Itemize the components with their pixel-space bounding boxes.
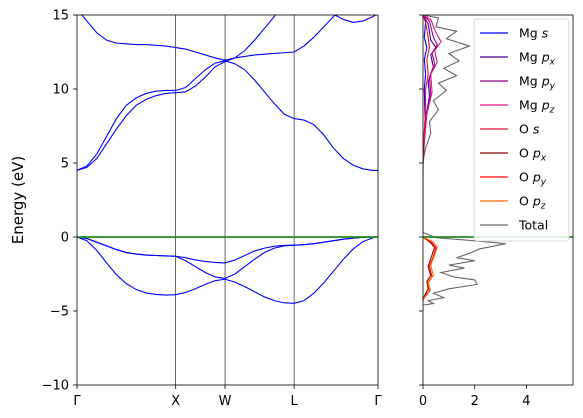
x-tick-label: W <box>219 394 232 409</box>
y-tick-label: 15 <box>52 9 69 24</box>
y-tick-label: −5 <box>50 305 69 320</box>
dos-x-axis-ticks: 0 2 4 <box>419 385 531 409</box>
dos-curve <box>423 15 431 164</box>
band-line <box>333 15 377 23</box>
dos-curve <box>423 236 438 301</box>
legend-label: Total <box>518 218 548 233</box>
y-tick-label: 10 <box>52 83 69 98</box>
x-tick-label: Γ <box>374 394 382 409</box>
dos-x-tick-label: 2 <box>471 394 479 409</box>
x-tick-label: L <box>290 394 298 409</box>
x-tick-label: Γ <box>73 394 81 409</box>
dos-axes-frame <box>422 14 574 386</box>
dos-curve <box>423 236 436 301</box>
dos-y-axis-ticks <box>419 14 423 386</box>
band-line <box>77 15 337 171</box>
dos-panel: 0 2 4 Mg s Mg px Mg py Mg pz O s O px O py O pz To… <box>419 14 574 409</box>
band-axes-frame <box>76 14 379 386</box>
band-line <box>77 236 378 304</box>
y-tick-label: 0 <box>61 231 69 246</box>
legend-label: Mg s <box>519 26 549 41</box>
dos-curve <box>423 15 442 164</box>
y-tick-label: −10 <box>42 379 69 394</box>
legend: Mg s Mg px Mg py Mg pz O s O px O py O pz Total <box>473 18 570 242</box>
legend-box <box>473 18 570 242</box>
legend-label: Mg pz <box>519 98 555 116</box>
band-line <box>77 236 378 280</box>
band-lines <box>77 15 378 304</box>
legend-label: Mg py <box>519 74 556 92</box>
legend-label: O px <box>519 146 547 164</box>
kpoint-lines <box>175 15 295 385</box>
dos-x-tick-label: 0 <box>419 394 427 409</box>
y-axis-ticks: −10 −5 0 5 10 15 <box>42 9 77 394</box>
legend-label: O py <box>519 170 547 188</box>
legend-label: O pz <box>519 194 546 212</box>
legend-label: O s <box>519 122 540 137</box>
band-line <box>77 60 378 171</box>
x-tick-label: X <box>171 394 180 409</box>
band-line <box>80 15 276 61</box>
y-tick-label: 5 <box>61 157 69 172</box>
band-structure-panel: −10 −5 0 5 10 15 Γ X W L Γ Energy (eV) <box>9 9 382 410</box>
dos-x-tick-label: 4 <box>522 394 530 409</box>
y-axis-label: Energy (eV) <box>9 156 27 244</box>
legend-label: Mg px <box>519 50 556 68</box>
